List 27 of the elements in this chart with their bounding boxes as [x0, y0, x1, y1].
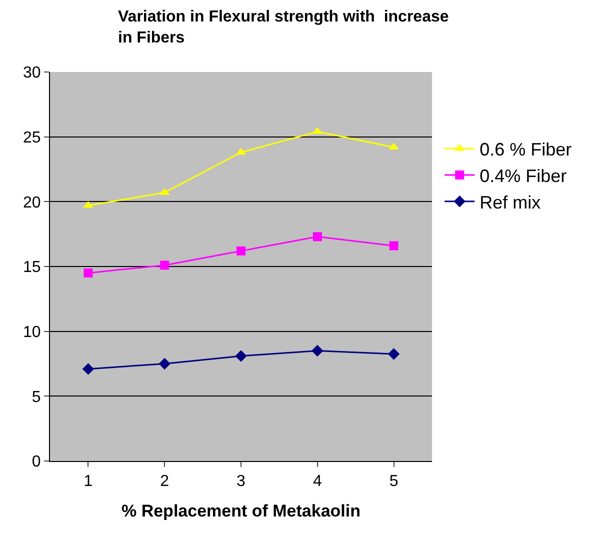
point — [312, 344, 324, 357]
point — [389, 241, 398, 250]
x-tick-label: 2 — [160, 473, 170, 490]
x-axis-title: % Replacement of Metakaolin — [121, 502, 361, 521]
point — [236, 246, 246, 256]
x-tick-label: 4 — [312, 473, 322, 490]
x-tick-label: 3 — [236, 473, 246, 490]
legend-label: Ref mix — [480, 192, 541, 212]
y-tick-label: 0 — [32, 454, 41, 471]
point — [158, 358, 170, 370]
point — [312, 232, 322, 242]
y-tick-label: 15 — [23, 259, 41, 276]
y-tick-label: 25 — [23, 129, 41, 146]
y-tick-label: 5 — [32, 388, 41, 406]
point — [160, 260, 170, 270]
legend-label: 0.4% Fiber — [480, 166, 567, 186]
y-tick-label: 10 — [23, 324, 41, 341]
point — [82, 363, 94, 375]
x-tick-label: 1 — [84, 473, 93, 490]
point — [84, 268, 93, 278]
chart-title: Variation in Flexural strength with increase in Fibers — [118, 8, 449, 46]
y-tick-label: 30 — [23, 64, 41, 82]
point — [235, 350, 247, 362]
point — [388, 348, 400, 360]
legend-label: 0.6 % Fiber — [480, 140, 572, 160]
y-tick-label: 20 — [23, 194, 41, 212]
x-tick-label: 5 — [389, 473, 398, 490]
